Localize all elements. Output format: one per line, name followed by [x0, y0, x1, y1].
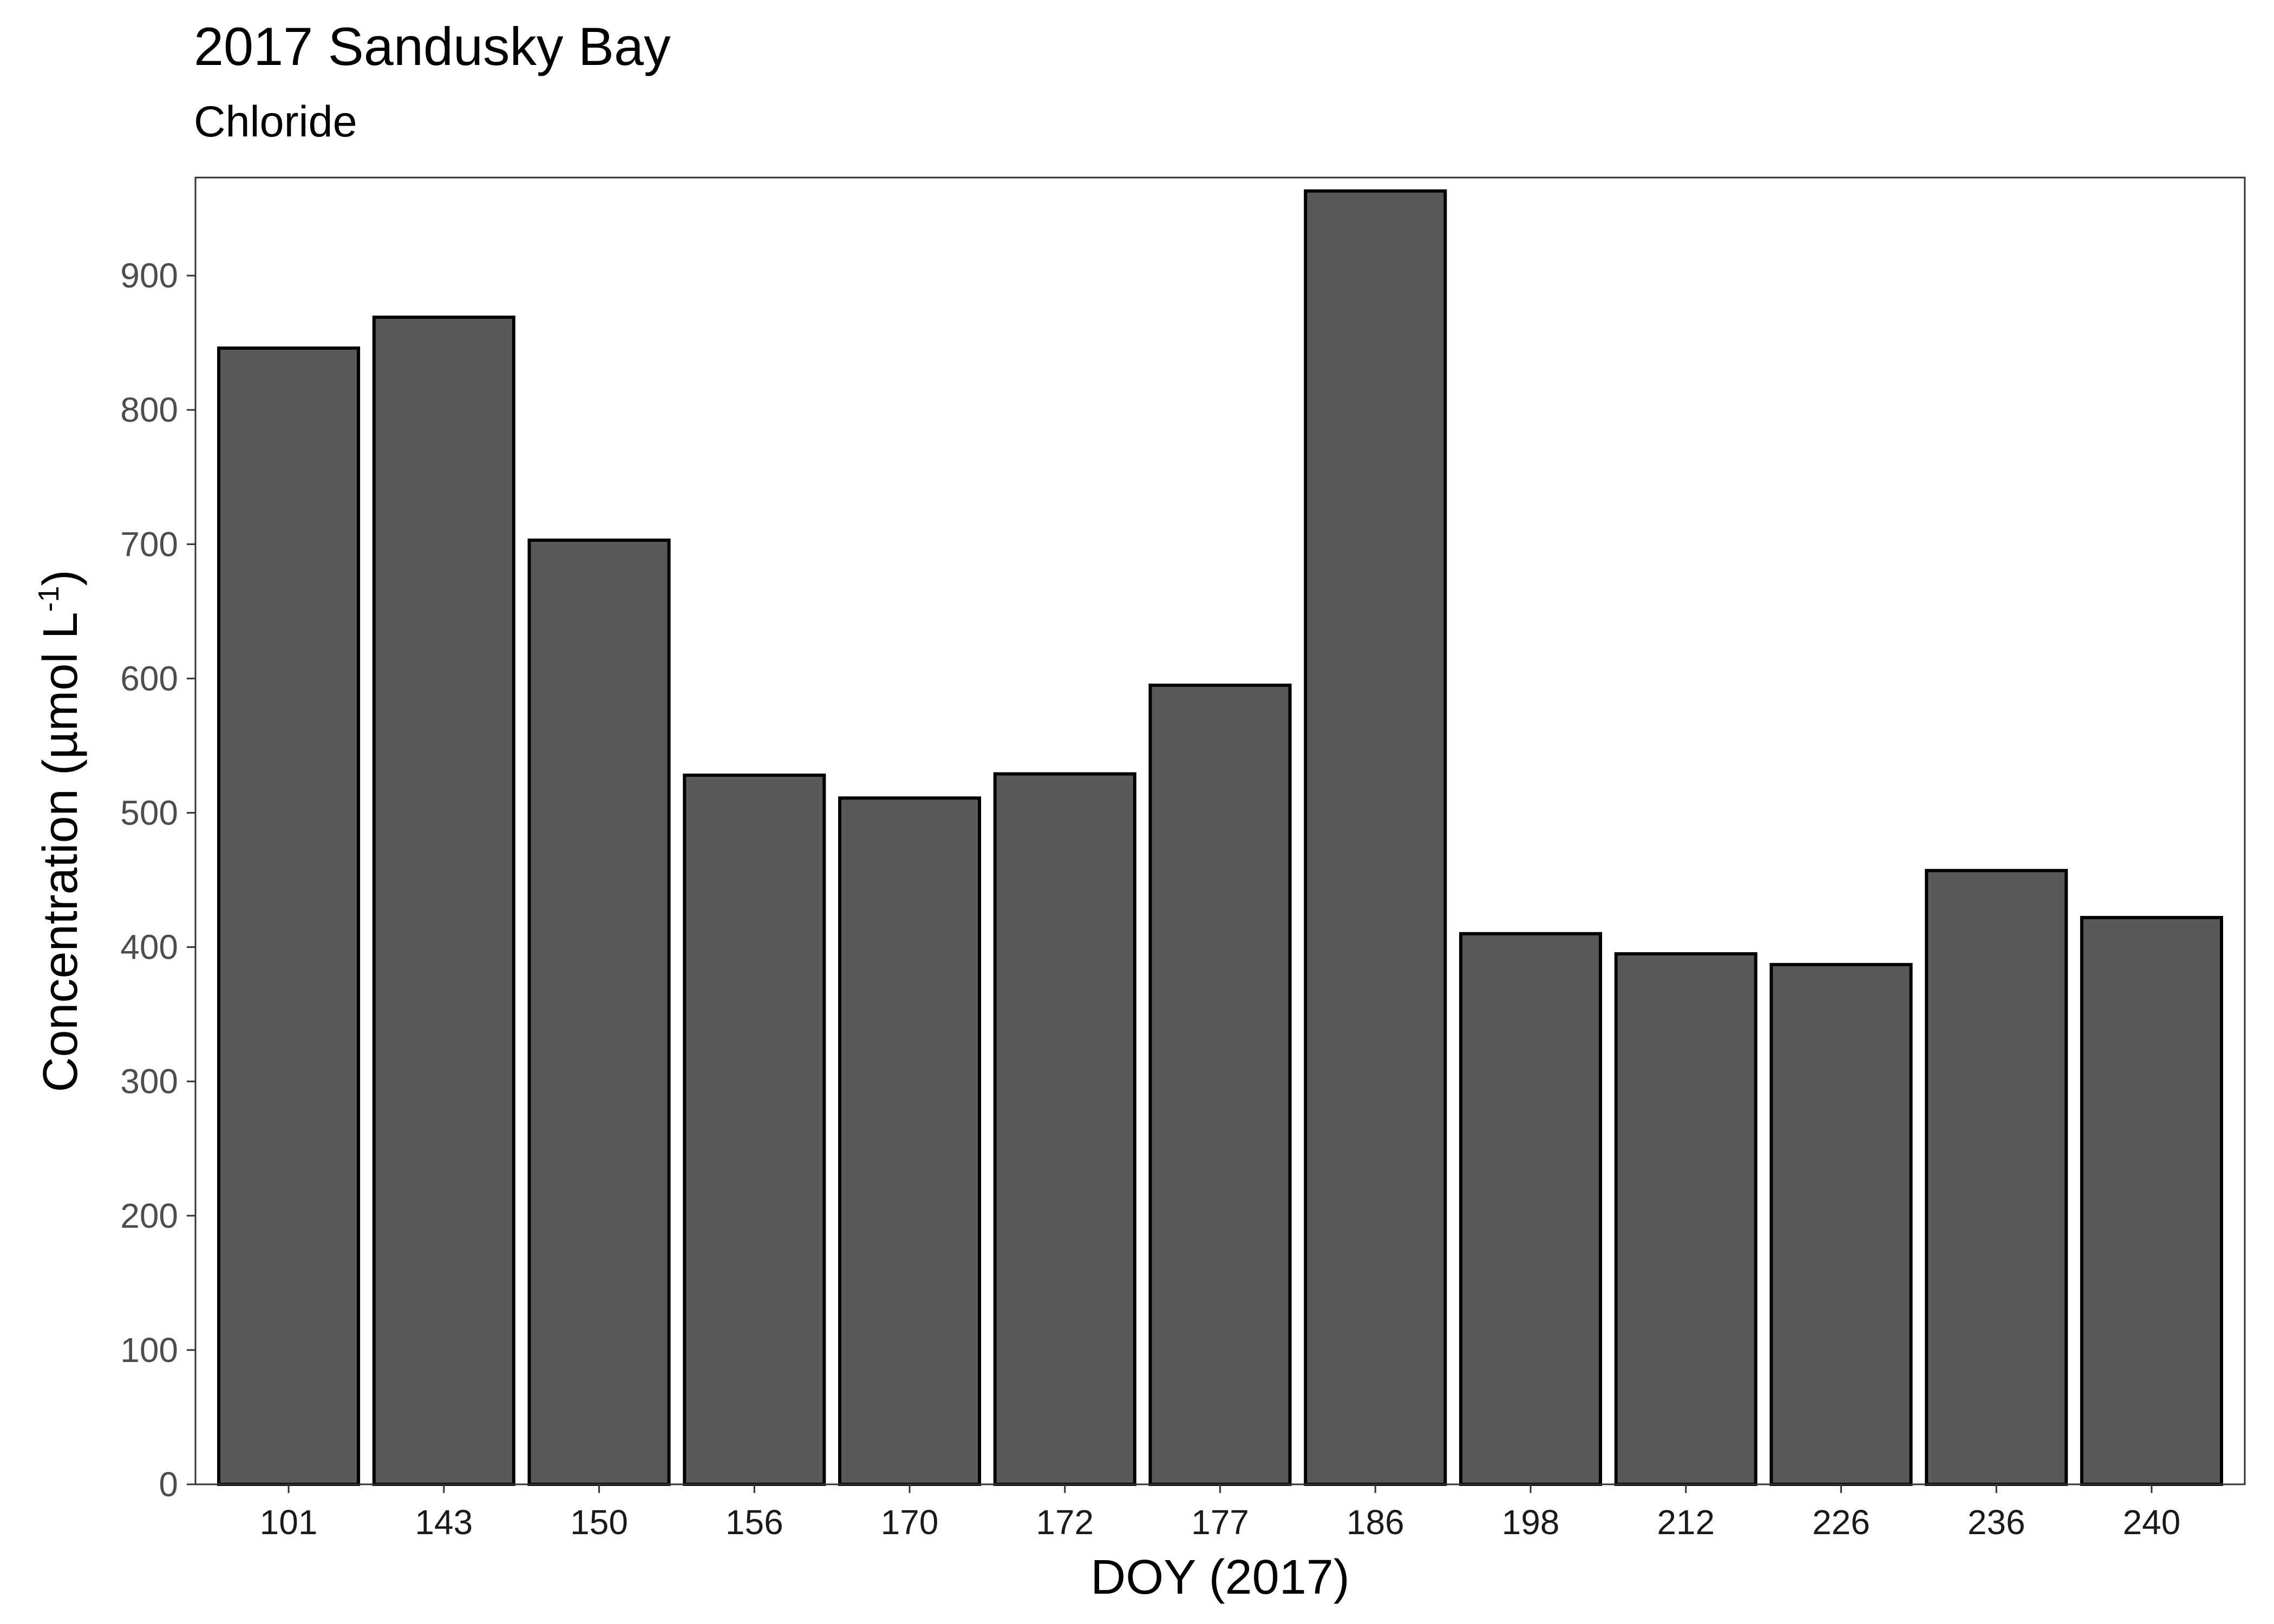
y-tick-label-100: 100: [120, 1331, 178, 1370]
bar-186: [1304, 189, 1447, 1487]
y-tick-label-200: 200: [120, 1196, 178, 1235]
y-tick-label-800: 800: [120, 390, 178, 429]
y-tick-label-300: 300: [120, 1062, 178, 1101]
y-tick-label-900: 900: [120, 256, 178, 295]
bar-177: [1148, 683, 1292, 1486]
y-axis-title: Concentration (µmol L-1): [32, 569, 88, 1092]
y-axis-title-superscript: -1: [32, 586, 65, 612]
bar-101: [217, 346, 361, 1487]
y-tick-label-400: 400: [120, 928, 178, 967]
chart-subtitle: Chloride: [194, 97, 357, 146]
bar-240: [2080, 916, 2223, 1486]
x-axis-title: DOY (2017): [1090, 1550, 1350, 1605]
x-axis: 101 143 150 156 170 172 177 186 198 212 226 236 240: [260, 1484, 2181, 1542]
y-tick-label-500: 500: [120, 794, 178, 833]
bar-143: [372, 316, 515, 1486]
bar-226: [1769, 962, 1913, 1486]
bar-156: [683, 774, 826, 1486]
chart-title: 2017 Sandusky Bay: [194, 16, 671, 76]
x-tick-label-198: 198: [1502, 1503, 1560, 1542]
x-tick-label-143: 143: [415, 1503, 473, 1542]
bar-198: [1459, 932, 1603, 1487]
bar-212: [1614, 952, 1757, 1486]
x-tick-label-186: 186: [1347, 1503, 1404, 1542]
x-tick-label-177: 177: [1191, 1503, 1249, 1542]
y-axis-title-close: ): [34, 569, 88, 586]
x-tick-label-212: 212: [1657, 1503, 1715, 1542]
x-tick-label-150: 150: [570, 1503, 628, 1542]
y-axis-title-main: Concentration (µmol L: [34, 612, 88, 1092]
bar-236: [1925, 869, 2068, 1486]
y-tick-label-0: 0: [159, 1465, 178, 1504]
bar-172: [993, 772, 1136, 1486]
y-axis: 0 100 200 300 400 500 600 700 800 900: [120, 256, 195, 1504]
bar-170: [838, 796, 982, 1486]
y-tick-label-700: 700: [120, 525, 178, 564]
x-tick-label-172: 172: [1036, 1503, 1094, 1542]
plot-panel-border: [194, 176, 2246, 1485]
x-tick-label-101: 101: [260, 1503, 318, 1542]
x-tick-label-226: 226: [1812, 1503, 1870, 1542]
x-tick-label-236: 236: [1968, 1503, 2025, 1542]
bars-layer: [217, 189, 2223, 1487]
y-tick-label-600: 600: [120, 659, 178, 698]
x-tick-label-156: 156: [726, 1503, 783, 1542]
x-tick-label-170: 170: [881, 1503, 939, 1542]
bar-150: [527, 538, 671, 1487]
x-tick-label-240: 240: [2123, 1503, 2181, 1542]
